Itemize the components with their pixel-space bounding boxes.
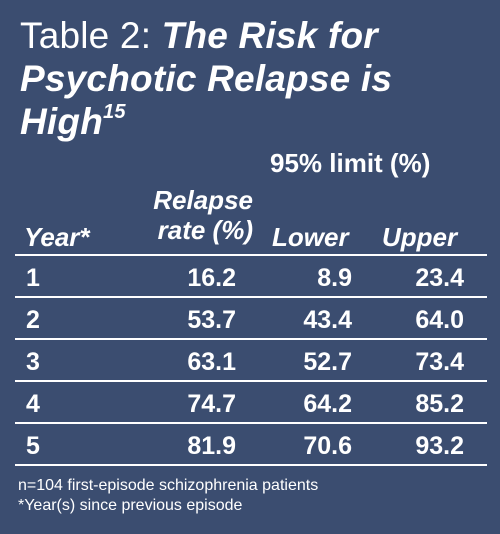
row-divider bbox=[15, 296, 487, 298]
header-rule bbox=[15, 254, 487, 256]
cell-year: 3 bbox=[26, 348, 40, 376]
cell-year: 2 bbox=[26, 306, 40, 334]
table-row: 4 74.7 64.2 85.2 bbox=[0, 382, 500, 422]
header-lower: Lower bbox=[272, 222, 349, 252]
cell-lower: 52.7 bbox=[303, 348, 352, 376]
header-95-limit: 95% limit (%) bbox=[270, 148, 431, 178]
cell-upper: 64.0 bbox=[415, 306, 464, 334]
cell-rate: 53.7 bbox=[187, 306, 236, 334]
cell-year: 5 bbox=[26, 432, 40, 460]
cell-lower: 43.4 bbox=[303, 306, 352, 334]
cell-rate: 63.1 bbox=[187, 348, 236, 376]
header-relapse-rate: Relapse rate (%) bbox=[153, 185, 253, 245]
title-prefix: Table 2: bbox=[20, 15, 162, 56]
cell-rate: 81.9 bbox=[187, 432, 236, 460]
cell-rate: 16.2 bbox=[187, 264, 236, 292]
table-title: Table 2: The Risk for Psychotic Relapse … bbox=[20, 14, 490, 143]
title-citation: 15 bbox=[103, 101, 126, 123]
row-divider bbox=[15, 380, 487, 382]
header-upper: Upper bbox=[382, 222, 458, 252]
cell-lower: 70.6 bbox=[303, 432, 352, 460]
table-row: 5 81.9 70.6 93.2 bbox=[0, 424, 500, 464]
header-year: Year* bbox=[24, 222, 90, 252]
cell-lower: 64.2 bbox=[303, 390, 352, 418]
table-row: 3 63.1 52.7 73.4 bbox=[0, 340, 500, 380]
row-divider bbox=[15, 338, 487, 340]
cell-upper: 85.2 bbox=[415, 390, 464, 418]
cell-year: 4 bbox=[26, 390, 40, 418]
table-row: 2 53.7 43.4 64.0 bbox=[0, 298, 500, 338]
row-divider bbox=[15, 422, 487, 424]
cell-upper: 23.4 bbox=[415, 264, 464, 292]
cell-upper: 73.4 bbox=[415, 348, 464, 376]
cell-rate: 74.7 bbox=[187, 390, 236, 418]
table-row: 1 16.2 8.9 23.4 bbox=[0, 256, 500, 296]
cell-upper: 93.2 bbox=[415, 432, 464, 460]
cell-year: 1 bbox=[26, 264, 40, 292]
footnote-year-definition: *Year(s) since previous episode bbox=[18, 497, 243, 514]
cell-lower: 8.9 bbox=[317, 264, 352, 292]
title-emphasis: The Risk for Psychotic Relapse is High bbox=[20, 15, 393, 142]
footnote-sample-size: n=104 first-episode schizophrenia patien… bbox=[18, 477, 319, 494]
table-bottom-rule bbox=[15, 464, 487, 466]
